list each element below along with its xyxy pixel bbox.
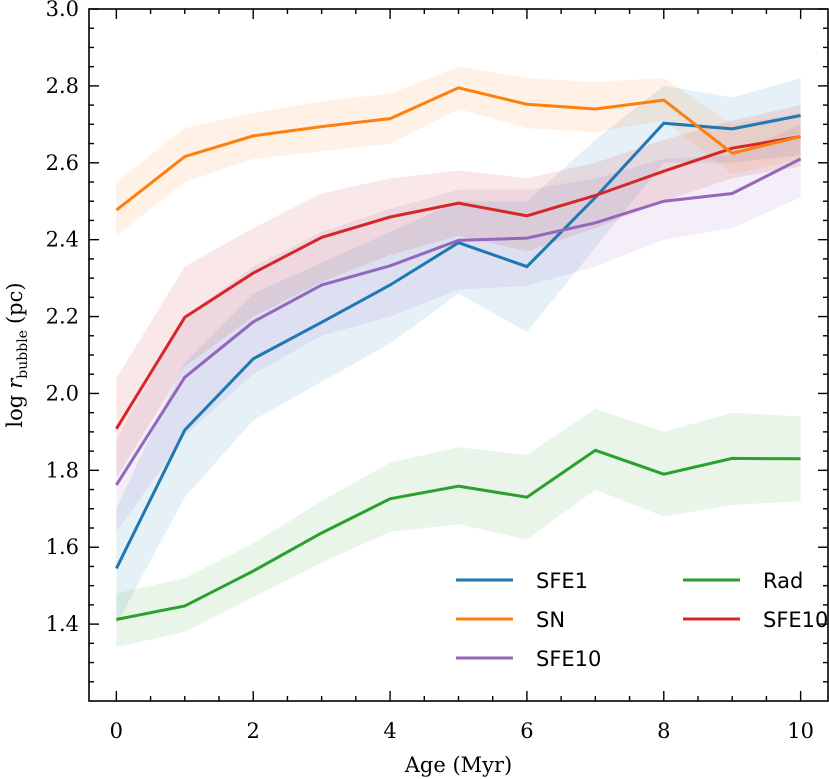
line-sfe10 [115,157,802,486]
y-tick-label: 1.8 [46,458,79,482]
legend-label-rad: Rad [763,569,803,593]
line-sfe1 [115,114,801,570]
x-tick-label: 0 [110,719,123,743]
line-sn [115,86,801,212]
legend-label-sfe10: SFE10 [536,647,601,671]
y-tick-label: 2.6 [46,151,79,175]
y-tick-label: 1.4 [46,612,79,636]
y-axis-label-subscript: bubble [15,330,31,379]
legend: SFE1 SN SFE10 Rad SFE100 [456,569,829,671]
y-axis-label-suffix: (pc) [3,282,27,324]
band-sfe1 [116,78,801,625]
x-tick-label: 2 [247,719,260,743]
line-sfe100 [115,135,801,430]
y-axis-label-prefix: log [3,395,27,428]
series-lines [115,86,802,621]
band-sfe100 [116,105,801,478]
x-tick-label: 4 [383,719,396,743]
tick-labels: 0 2 4 6 8 10 1.4 1.6 1.8 2.0 2.2 2.4 2.6 2.8 3.0 [46,0,814,743]
y-tick-label: 3.0 [46,0,79,21]
x-tick-label: 10 [787,719,814,743]
band-sn [116,66,801,236]
y-tick-label: 2.2 [46,305,79,329]
plot-frame [88,8,829,702]
y-tick-label: 2.0 [46,381,79,405]
y-tick-label: 2.4 [46,228,79,252]
x-tick-label: 6 [520,719,533,743]
y-tick-label: 1.6 [46,535,79,559]
band-rad [116,408,801,648]
x-axis-label: Age (Myr) [404,753,513,777]
legend-label-sfe1: SFE1 [536,569,588,593]
band-sfe10 [116,124,801,532]
y-axis-label: log rbubble (pc) [3,282,31,427]
legend-label-sn: SN [536,608,565,632]
axis-ticks [89,8,828,701]
x-tick-label: 8 [657,719,670,743]
line-rad [116,448,801,621]
uncertainty-bands [116,66,801,648]
y-tick-label: 2.8 [46,74,79,98]
y-axis-label-variable: r [3,377,27,389]
legend-label-sfe100: SFE100 [763,608,829,632]
